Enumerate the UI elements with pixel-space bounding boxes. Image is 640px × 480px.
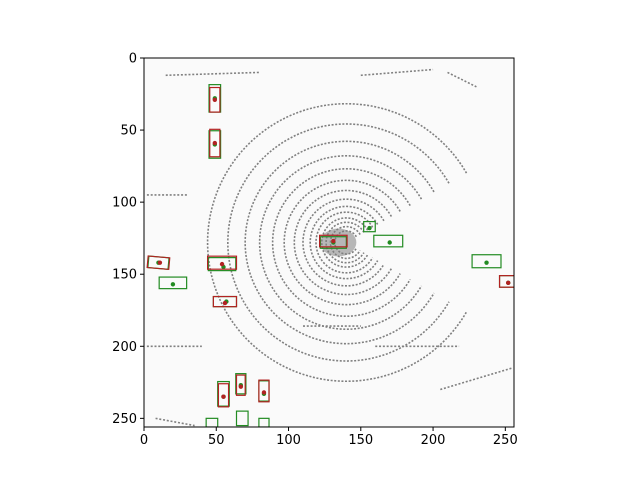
- red-center-marker: [261, 390, 267, 395]
- axes-frame: [143, 57, 515, 428]
- lidar-ring: [302, 198, 385, 287]
- y-tick-label: 150: [112, 268, 137, 283]
- green-center-marker: [484, 260, 489, 265]
- red-bounding-box: [217, 383, 230, 408]
- bounding-boxes: [146, 84, 514, 427]
- red-bounding-box: [319, 234, 348, 248]
- red-center-marker: [506, 280, 511, 286]
- red-center-marker: [221, 394, 226, 399]
- red-center-marker: [238, 384, 244, 389]
- red-center-marker: [222, 300, 228, 306]
- lidar-ring: [244, 140, 435, 345]
- lidar-ring: [258, 154, 423, 331]
- x-tick-label: 100: [276, 433, 301, 448]
- red-bounding-box: [258, 379, 270, 403]
- red-bounding-box: [146, 255, 171, 271]
- x-tick-label: 0: [140, 433, 148, 448]
- lidar-line: [360, 68, 434, 77]
- red-bounding-box: [498, 275, 514, 288]
- lidar-ring: [283, 179, 401, 306]
- green-bounding-box: [217, 380, 230, 407]
- lidar-ring: [325, 221, 365, 264]
- green-bounding-box: [363, 220, 376, 233]
- green-bounding-box: [158, 276, 188, 290]
- red-center-marker: [212, 140, 218, 146]
- lidar-line: [165, 71, 260, 77]
- green-bounding-box: [319, 236, 347, 249]
- red-center-marker: [219, 261, 225, 267]
- y-tick-label: 0: [129, 52, 137, 67]
- green-bounding-box: [205, 417, 219, 427]
- x-tick-label: 250: [493, 433, 518, 448]
- green-bounding-box: [258, 417, 270, 427]
- lidar-ring: [320, 217, 369, 268]
- red-center-marker: [157, 260, 163, 265]
- lidar-center-cluster: [320, 228, 357, 257]
- green-center-marker: [170, 282, 176, 287]
- green-bounding-box: [471, 254, 502, 269]
- lidar-line: [447, 71, 477, 88]
- y-tick-label: 100: [112, 196, 137, 211]
- red-center-marker: [331, 238, 336, 244]
- red-bounding-box: [209, 86, 221, 113]
- lidar-ring: [293, 189, 393, 296]
- red-bounding-box: [206, 255, 238, 270]
- lidar-line: [440, 367, 513, 391]
- y-tick-label: 50: [120, 124, 137, 139]
- x-axis: 0 50 100 150 200 250: [140, 427, 518, 448]
- y-tick-label: 200: [112, 340, 137, 355]
- y-tick-label: 250: [112, 412, 137, 427]
- red-bounding-box: [235, 374, 246, 396]
- x-tick-label: 200: [421, 433, 446, 448]
- green-center-marker: [367, 225, 372, 231]
- x-tick-label: 50: [208, 433, 225, 448]
- red-center-marker: [212, 97, 218, 103]
- lidar-ring: [227, 123, 450, 362]
- green-bounding-box: [235, 373, 247, 395]
- red-bounding-box: [209, 128, 221, 158]
- lidar-ring: [271, 168, 411, 317]
- lidar-ring: [309, 205, 379, 280]
- green-bounding-box: [235, 410, 249, 427]
- green-center-marker: [387, 240, 392, 245]
- green-bounding-box: [208, 130, 222, 159]
- lidar-ring: [315, 211, 374, 274]
- lidar-line: [155, 417, 195, 427]
- green-bounding-box: [207, 257, 237, 272]
- red-bounding-box: [212, 295, 238, 308]
- green-bounding-box: [373, 234, 404, 248]
- y-axis: 0 50 100 150 200 250: [112, 52, 144, 427]
- x-tick-label: 150: [348, 433, 373, 448]
